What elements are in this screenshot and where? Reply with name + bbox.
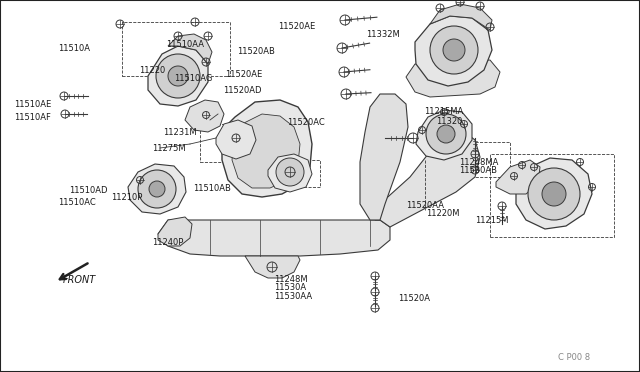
Circle shape — [168, 66, 188, 86]
Text: 11520A: 11520A — [398, 294, 430, 303]
Polygon shape — [222, 100, 312, 197]
Polygon shape — [168, 34, 212, 64]
Text: 11220: 11220 — [140, 66, 166, 75]
Text: 11510AG: 11510AG — [174, 74, 212, 83]
Text: 11520AD: 11520AD — [223, 86, 261, 94]
Polygon shape — [245, 256, 300, 278]
Text: 11320: 11320 — [436, 117, 463, 126]
Polygon shape — [375, 130, 480, 227]
Text: 11510AC: 11510AC — [58, 198, 95, 207]
Circle shape — [426, 114, 466, 154]
Text: 11275M: 11275M — [152, 144, 186, 153]
Text: 11510AB: 11510AB — [193, 184, 231, 193]
Polygon shape — [128, 164, 186, 214]
Text: 11530AB: 11530AB — [460, 166, 497, 175]
Text: FRONT: FRONT — [63, 275, 96, 285]
Circle shape — [138, 170, 176, 208]
Text: 11520AE: 11520AE — [278, 22, 316, 31]
Text: 11215MA: 11215MA — [424, 107, 463, 116]
Polygon shape — [415, 16, 492, 86]
Polygon shape — [158, 220, 390, 256]
Circle shape — [430, 26, 478, 74]
Text: 11520AB: 11520AB — [237, 47, 275, 56]
Text: 11510AF: 11510AF — [14, 113, 51, 122]
Text: 11510AA: 11510AA — [166, 40, 204, 49]
Polygon shape — [158, 217, 192, 246]
Polygon shape — [430, 4, 492, 30]
Circle shape — [437, 125, 455, 143]
Circle shape — [276, 158, 304, 186]
Text: 11210P: 11210P — [111, 193, 143, 202]
Text: 11520AE: 11520AE — [225, 70, 262, 79]
Polygon shape — [232, 114, 300, 188]
Polygon shape — [360, 94, 408, 220]
Circle shape — [542, 182, 566, 206]
Polygon shape — [516, 158, 592, 229]
Text: 11220M: 11220M — [426, 209, 460, 218]
Polygon shape — [268, 154, 312, 192]
Text: 11530AA: 11530AA — [274, 292, 312, 301]
Polygon shape — [496, 160, 540, 194]
Polygon shape — [416, 110, 472, 160]
Text: 11510A: 11510A — [58, 44, 90, 53]
Polygon shape — [148, 46, 208, 106]
Text: 11520AC: 11520AC — [287, 118, 324, 126]
Text: 11510AD: 11510AD — [69, 186, 108, 195]
Text: 11510AE: 11510AE — [14, 100, 51, 109]
Polygon shape — [216, 120, 256, 159]
Polygon shape — [185, 100, 224, 132]
Text: 11215M: 11215M — [475, 216, 508, 225]
Polygon shape — [406, 60, 500, 97]
Text: 11332M: 11332M — [366, 31, 400, 39]
Circle shape — [443, 39, 465, 61]
Text: 11248MA: 11248MA — [460, 158, 499, 167]
Text: 11530A: 11530A — [274, 283, 306, 292]
Text: 11240P: 11240P — [152, 238, 184, 247]
Circle shape — [156, 54, 200, 98]
Text: C P00 8: C P00 8 — [558, 353, 590, 362]
Text: 11520AA: 11520AA — [406, 201, 444, 210]
Text: 11231M: 11231M — [163, 128, 197, 137]
Circle shape — [528, 168, 580, 220]
Text: 11248M: 11248M — [274, 275, 308, 284]
Circle shape — [149, 181, 165, 197]
